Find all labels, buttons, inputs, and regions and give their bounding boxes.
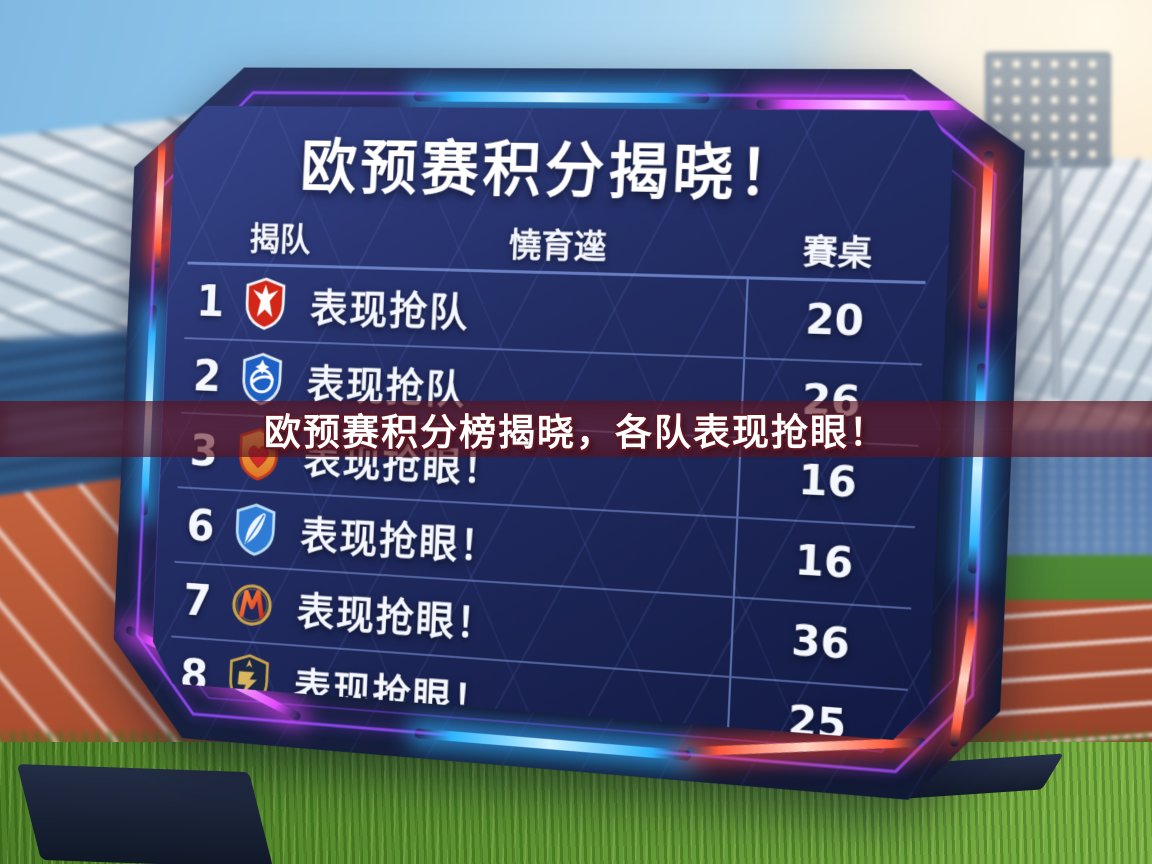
score-value: 36 xyxy=(729,598,911,689)
rank-number: 7 xyxy=(182,575,213,627)
team-name: 表现抢队 xyxy=(309,286,471,337)
headline-text: 欧预赛积分榜揭晓，各队表现抢眼！ xyxy=(264,411,888,454)
table-row: 1 表现抢队 20 xyxy=(184,264,925,365)
floodlight-pole xyxy=(1052,158,1061,398)
column-header-middle: 憢育遳 xyxy=(508,225,608,267)
column-header-team: 揭队 xyxy=(248,219,312,259)
column-header-score: 賽桌 xyxy=(802,231,874,274)
red-eagle-shield-icon xyxy=(234,275,297,332)
headline-banner: 欧预赛积分榜揭晓，各队表现抢眼！ xyxy=(0,401,1152,457)
board-foot-left xyxy=(16,764,274,864)
score-value: 20 xyxy=(743,279,925,363)
score-value: 16 xyxy=(733,519,915,608)
rank-number: 6 xyxy=(185,500,216,552)
standings-table: 揭队 憢育遳 賽桌 1 表现抢队 xyxy=(168,208,928,772)
table-row: 6 表现抢眼！ 16 xyxy=(174,488,914,609)
gold-wreath-monogram-icon xyxy=(221,575,284,634)
neon-top-magenta xyxy=(756,99,979,110)
rank-number: 2 xyxy=(192,351,223,402)
scoreboard-title: 欧预赛积分揭晓！ xyxy=(299,133,806,211)
neon-top-cyan xyxy=(413,92,709,104)
blue-feather-shield-icon xyxy=(224,500,287,559)
rank-number: 1 xyxy=(195,276,226,327)
blue-globe-shield-icon xyxy=(230,350,293,407)
table-row: 2 表现抢队 26 xyxy=(181,339,922,447)
